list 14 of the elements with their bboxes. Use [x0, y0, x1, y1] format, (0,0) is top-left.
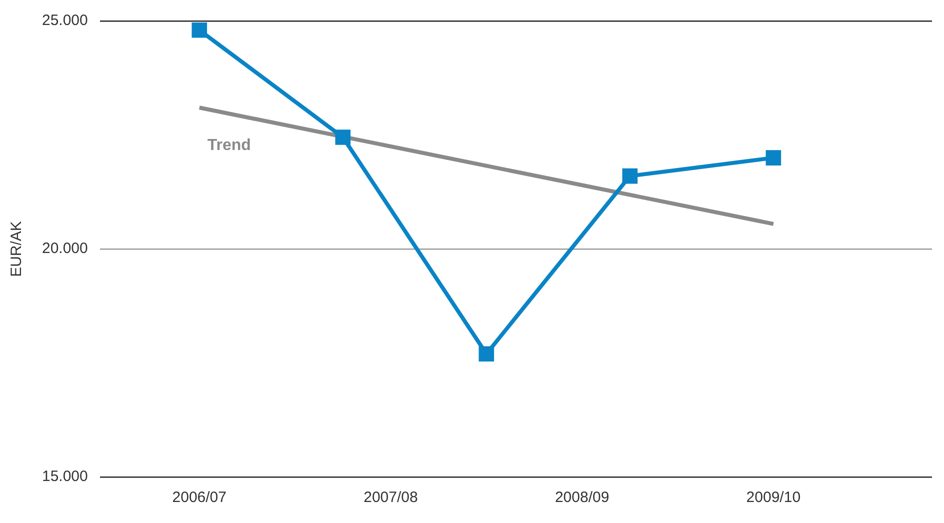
point [766, 150, 782, 166]
y-tick-label: 15.000 [42, 468, 88, 486]
series-label: Trend [207, 137, 251, 154]
x-tick-label: 2008/09 [554, 489, 610, 506]
y-axis-title: EUR/AK [8, 221, 26, 277]
point [335, 130, 351, 145]
x-tick-label: 2007/08 [364, 489, 418, 506]
point [192, 22, 208, 38]
y-tick-label: 25.000 [42, 12, 88, 30]
x-tick-label: 2006/07 [172, 489, 226, 506]
y-tick-label: 20.000 [42, 240, 88, 258]
point [478, 346, 494, 362]
point [622, 168, 638, 184]
x-tick-label: 2009/10 [746, 489, 801, 506]
